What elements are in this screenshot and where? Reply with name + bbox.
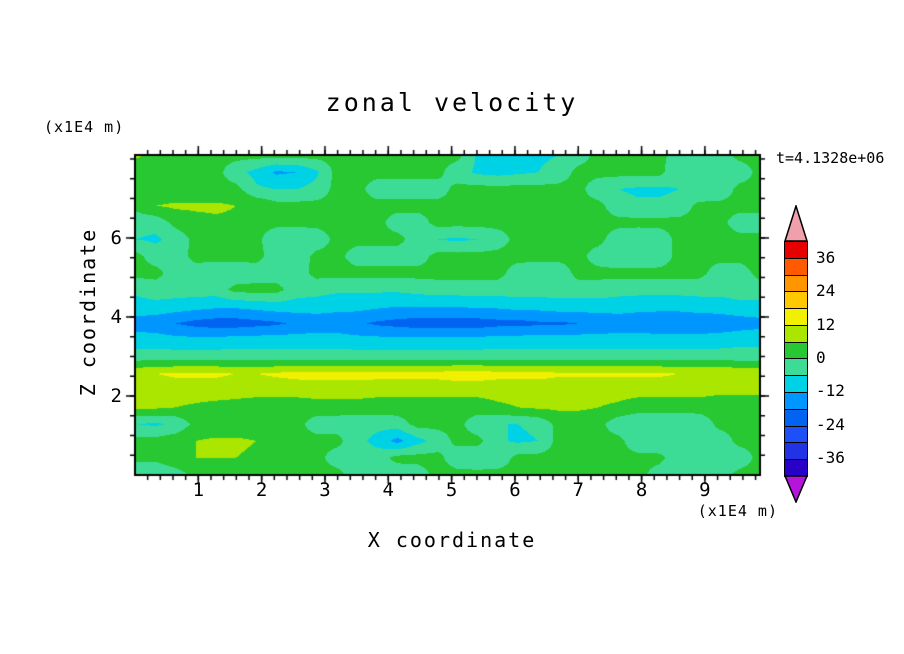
colorbar-tick-label: 24: [816, 281, 836, 301]
colorbar-tick-label: -24: [816, 414, 845, 434]
colorbar-tick-label: 0: [816, 348, 826, 367]
colorbar-band: [785, 274, 807, 292]
x-axis-unit-label: (x1E4 m): [697, 502, 778, 520]
colorbar-band: [785, 308, 807, 325]
colorbar-band: [785, 291, 807, 309]
colorbar-band: [785, 257, 807, 275]
colorbar-tick-label: -36: [816, 448, 845, 468]
colorbar-band: [785, 442, 807, 460]
x-tick-label: 8: [635, 479, 648, 501]
x-axis-title: X coordinate: [367, 528, 537, 552]
x-tick-label: 4: [382, 479, 394, 501]
x-tick-label: 2: [255, 479, 268, 501]
colorbar-band: [785, 375, 807, 393]
y-axis-unit-label: (x1E4 m): [44, 118, 125, 136]
colorbar-tick-label: -12: [816, 381, 845, 401]
colorbar-band: [785, 242, 807, 258]
colorbar-band: [785, 459, 807, 476]
x-tick-label: 5: [445, 479, 458, 501]
y-tick-label: 2: [110, 384, 122, 407]
time-annotation: t=4.1328e+06: [776, 149, 885, 167]
y-tick-label: 6: [110, 226, 122, 249]
colorbar-band: [785, 408, 807, 426]
colorbar-under-arrow-icon: [784, 475, 808, 503]
y-tick-label: 4: [110, 305, 122, 328]
x-tick-label: 7: [572, 479, 584, 501]
x-tick-label: 1: [192, 479, 205, 501]
x-tick-label: 3: [319, 479, 331, 501]
x-tick-label: 6: [509, 479, 521, 501]
colorbar-over-arrow-icon: [784, 205, 808, 242]
colorbar-band: [785, 392, 807, 409]
x-tick-label: 9: [699, 479, 711, 501]
colorbar-tick-label: 36: [816, 247, 836, 267]
colorbar-band: [785, 358, 807, 376]
colorbar-band: [785, 425, 807, 443]
colorbar-band: [785, 341, 807, 359]
colorbar-tick-label: 12: [816, 314, 836, 334]
colorbar-band: [785, 324, 807, 342]
colorbar-bands: [784, 241, 808, 477]
chart-title: zonal velocity: [325, 88, 579, 117]
